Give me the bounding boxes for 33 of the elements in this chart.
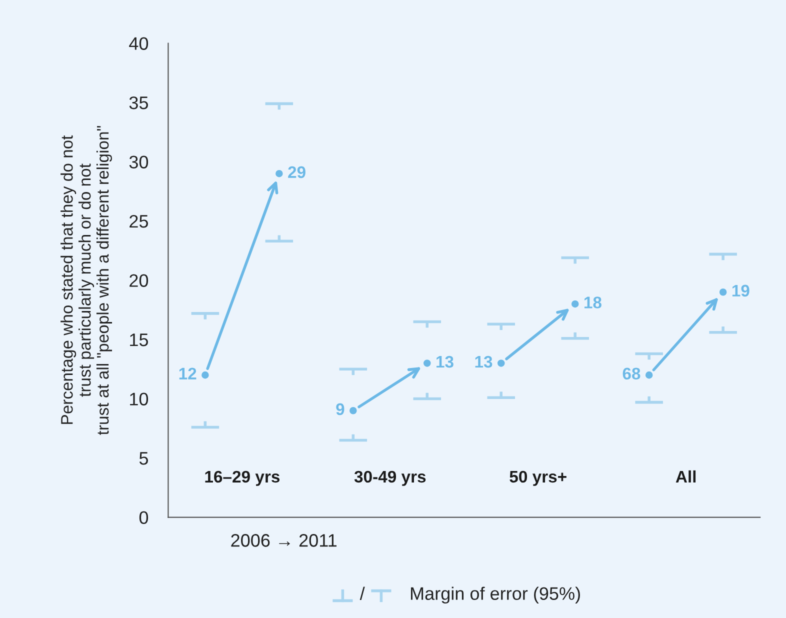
y-tick-label: 10 (130, 392, 148, 406)
point (276, 170, 283, 178)
text: 2006 → 2011 (231, 534, 337, 547)
data-label: 29 (288, 166, 306, 178)
annotation: All (676, 470, 696, 482)
text: Margin of error (95%) (410, 586, 580, 604)
point (571, 300, 579, 308)
data-label: 13 (475, 356, 492, 368)
point (424, 360, 431, 367)
y-tick-label: 0 (139, 511, 148, 524)
text: / (360, 586, 365, 600)
point (202, 371, 209, 379)
data-label: 9 (336, 403, 344, 416)
point (645, 371, 653, 379)
data-label: 19 (732, 284, 750, 297)
y-tick-label: 30 (129, 156, 148, 168)
y-axis-title: Percentage who stated that they do not trust particularly much or do not trust at all "people with a different religion" (60, 126, 112, 435)
data-label: 12 (179, 368, 196, 380)
y-tick-label: 20 (130, 274, 148, 287)
annotation: 68 (622, 368, 640, 380)
y-tick-label: 35 (129, 96, 148, 110)
annotation: 16–29 yrs (205, 470, 280, 486)
annotation: 30-49 yrs (354, 470, 426, 486)
data-label: 13 (436, 356, 454, 368)
y-tick-label: 5 (139, 452, 148, 465)
data-label: 18 (584, 296, 602, 308)
y-tick-label: 40 (129, 37, 148, 50)
point (350, 406, 357, 414)
y-tick-label: 15 (130, 334, 148, 346)
point (497, 360, 505, 367)
y-tick-label: 25 (130, 214, 148, 228)
annotation: 50 yrs+ (510, 470, 566, 486)
point (719, 288, 727, 296)
